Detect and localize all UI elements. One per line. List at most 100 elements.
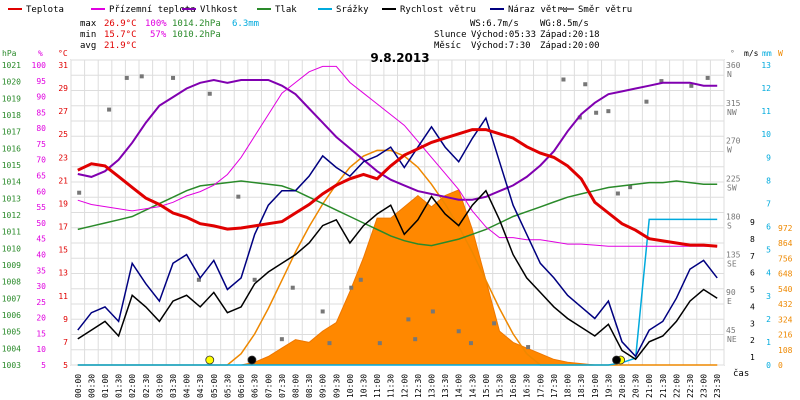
axis-tick-wind-dir: 225 [726,175,741,184]
pressure-line [77,180,718,247]
axis-unit-pressure: hPa [2,49,17,58]
x-tick-label: 19:00 [591,374,600,398]
axis-tick-pressure: 1010 [2,244,21,253]
axis-unit-wind-speed: m/s [744,49,759,58]
axis-tick-precip: 12 [761,84,771,93]
x-tick-label: 16:00 [509,374,518,398]
x-tick-label: 02:30 [142,374,151,398]
legend-label: Tlak [275,5,297,15]
x-tick-label: 14:00 [455,374,464,398]
x-tick-label: 21:30 [659,374,668,398]
x-tick-label: 18:00 [564,374,573,398]
axis-tick-wind-speed: 5 [750,286,755,295]
axis-tick-pressure: 1015 [2,161,21,170]
wind-dir-point [377,341,382,346]
wind-dir-point [320,309,325,314]
axis-tick-precip: 13 [761,61,771,70]
wind-dir-point [615,191,620,196]
stat-max-temp: 26.9°C [104,19,137,29]
axis-unit-radiation: W [778,49,783,58]
axis-unit-precip: mm [762,49,772,58]
wind-ws: WS:6.7m/s [470,19,519,29]
axis-tick-pressure: 1021 [2,61,21,70]
x-tick-label: 16:30 [523,374,532,398]
x-tick-label: 03:00 [155,374,164,398]
precip-line [77,218,718,366]
wind-dir-point [561,77,566,82]
axis-tick-precip: 11 [761,107,771,116]
axis-tick-pressure: 1020 [2,78,21,87]
axis-tick-temperature: 11 [58,292,68,301]
axis-label-wind-dir: NW [727,108,737,117]
axis-label-wind-dir: SW [727,184,737,193]
legend-label: Vlhkost [200,5,238,15]
x-tick-label: 02:00 [128,374,137,398]
axis-tick-humidity: 70 [36,156,46,165]
x-tick-label: 06:00 [237,374,246,398]
stat-max-hum: 100% [145,19,167,29]
marker-moonset [612,355,621,365]
x-tick-label: 14:30 [468,374,477,398]
wind-wg: WG:8.5m/s [540,19,589,29]
wind-dir-point [236,194,241,199]
axis-tick-humidity: 40 [36,250,46,259]
axis-tick-wind-dir: 360 [726,61,741,70]
wind-dir-point [358,277,363,282]
x-tick-label: 15:00 [482,374,491,398]
axis-tick-radiation: 972 [778,224,793,233]
x-tick-label: 11:30 [387,374,396,398]
axis-label-wind-dir: S [727,221,732,230]
stat-max-label: max [80,19,97,29]
moon-label: Měsíc [434,41,461,51]
stat-max-press: 1014.2hPa [172,19,221,29]
x-tick-label: 21:00 [645,374,654,398]
wind-dir-point [349,285,354,290]
wind-dir-point [430,309,435,314]
axis-tick-wind-speed: 4 [750,302,755,311]
axis-tick-humidity: 30 [36,282,46,291]
axis-label-wind-dir: E [727,297,732,306]
wind-dir-point [594,110,599,115]
wind-dir-point [279,337,284,342]
axis-tick-radiation: 540 [778,285,793,294]
wind-dir-point [644,99,649,104]
axis-tick-pressure: 1013 [2,194,21,203]
axis-tick-wind-dir: 135 [726,250,741,259]
axis-tick-precip: 3 [766,292,771,301]
wind-dir-point [171,75,176,80]
axis-tick-precip: 7 [766,199,771,208]
wind-dir-point [689,83,694,88]
x-tick-label: 06:30 [251,374,260,398]
axis-tick-humidity: 15 [36,329,46,338]
axis-tick-humidity: 5 [41,361,46,370]
axis-tick-pressure: 1018 [2,111,21,120]
wind-dir-point [139,74,144,79]
stats-block: max 26.9°C 100% 1014.2hPa 6.3mm min 15.7… [80,19,259,51]
axis-tick-temperature: 23 [58,153,68,162]
marker-sunrise [205,355,215,365]
wind-dir-point [196,277,201,282]
sun-rise: Východ:05:33 [471,30,536,40]
x-tick-label: 13:30 [441,374,450,398]
axis-tick-precip: 6 [766,223,771,232]
x-tick-label: 10:00 [346,374,355,398]
axis-tick-wind-speed: 8 [750,235,755,244]
axis-tick-radiation: 756 [778,254,793,263]
x-tick-label: 12:00 [400,374,409,398]
axis-tick-precip: 10 [761,130,771,139]
wind-speed-line [77,189,718,361]
x-tick-label: 04:00 [183,374,192,398]
x-tick-label: 23:30 [713,374,722,398]
axis-tick-pressure: 1007 [2,294,21,303]
axis-tick-pressure: 1016 [2,144,21,153]
axis-tick-humidity: 65 [36,172,46,181]
axis-tick-radiation: 0 [778,361,783,370]
axis-tick-wind-speed: 1 [750,353,755,362]
axis-tick-radiation: 108 [778,346,793,355]
legend-label: Směr větru [578,5,632,15]
axis-unit-temperature: °C [58,49,68,58]
axis-tick-precip: 0 [766,361,771,370]
wind-dir-point [327,341,332,346]
axis-tick-pressure: 1006 [2,311,21,320]
axis-tick-precip: 8 [766,176,771,185]
